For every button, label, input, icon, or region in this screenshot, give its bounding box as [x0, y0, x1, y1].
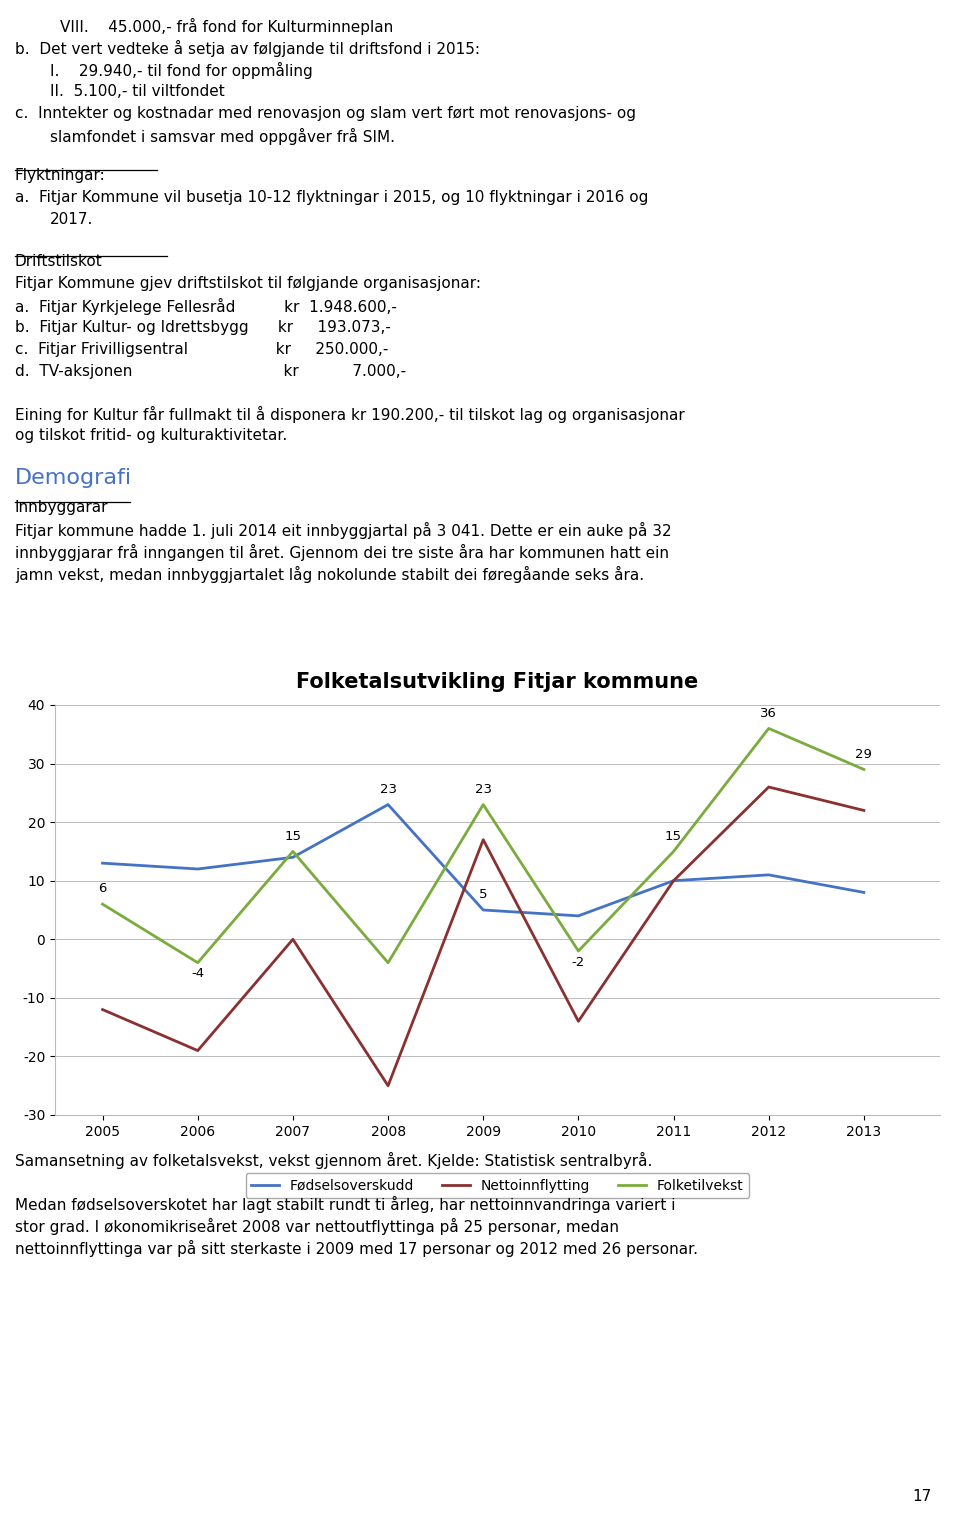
Legend: Fødselsoverskudd, Nettoinnflytting, Folketilvekst: Fødselsoverskudd, Nettoinnflytting, Folk… — [246, 1173, 750, 1198]
Text: 2017.: 2017. — [50, 212, 93, 227]
Text: nettoinnflyttinga var på sitt sterkaste i 2009 med 17 personar og 2012 med 26 pe: nettoinnflyttinga var på sitt sterkaste … — [15, 1240, 698, 1257]
Text: 29: 29 — [855, 747, 873, 761]
Text: 23: 23 — [379, 782, 396, 796]
Text: II.  5.100,- til viltfondet: II. 5.100,- til viltfondet — [50, 84, 225, 99]
Text: 5: 5 — [479, 889, 488, 901]
Text: -4: -4 — [191, 968, 204, 980]
Text: 15: 15 — [665, 829, 682, 843]
Text: Flyktningar:: Flyktningar: — [15, 167, 106, 183]
Text: 17: 17 — [912, 1489, 931, 1504]
Text: Innbyggarar: Innbyggarar — [15, 501, 108, 514]
Title: Folketalsutvikling Fitjar kommune: Folketalsutvikling Fitjar kommune — [297, 673, 699, 693]
Text: Demografi: Demografi — [15, 467, 132, 489]
Text: 36: 36 — [760, 706, 778, 720]
Text: jamn vekst, medan innbyggjartalet låg nokolunde stabilt dei føregåande seks åra.: jamn vekst, medan innbyggjartalet låg no… — [15, 566, 644, 583]
Text: Eining for Kultur får fullmakt til å disponera kr 190.200,- til tilskot lag og o: Eining for Kultur får fullmakt til å dis… — [15, 406, 684, 423]
Text: d.  TV-aksjonen                               kr           7.000,-: d. TV-aksjonen kr 7.000,- — [15, 364, 406, 379]
Text: VIII.    45.000,- frå fond for Kulturminneplan: VIII. 45.000,- frå fond for Kulturminnep… — [60, 18, 394, 35]
Text: c.  Fitjar Frivilligsentral                  kr     250.000,-: c. Fitjar Frivilligsentral kr 250.000,- — [15, 342, 389, 358]
Text: Samansetning av folketalsvekst, vekst gjennom året. Kjelde: Statistisk sentralby: Samansetning av folketalsvekst, vekst gj… — [15, 1152, 653, 1169]
Text: a.  Fitjar Kyrkjelege Fellesråd          kr  1.948.600,-: a. Fitjar Kyrkjelege Fellesråd kr 1.948.… — [15, 298, 396, 315]
Text: 23: 23 — [475, 782, 492, 796]
Text: I.    29.940,- til fond for oppmåling: I. 29.940,- til fond for oppmåling — [50, 62, 313, 79]
Text: Fitjar kommune hadde 1. juli 2014 eit innbyggjartal på 3 041. Dette er ein auke : Fitjar kommune hadde 1. juli 2014 eit in… — [15, 522, 672, 539]
Text: og tilskot fritid- og kulturaktivitetar.: og tilskot fritid- og kulturaktivitetar. — [15, 428, 287, 443]
Text: b.  Det vert vedteke å setja av følgjande til driftsfond i 2015:: b. Det vert vedteke å setja av følgjande… — [15, 40, 480, 56]
Text: 15: 15 — [284, 829, 301, 843]
Text: Fitjar Kommune gjev driftstilskot til følgjande organisasjonar:: Fitjar Kommune gjev driftstilskot til fø… — [15, 275, 481, 291]
Text: c.  Inntekter og kostnadar med renovasjon og slam vert ført mot renovasjons- og: c. Inntekter og kostnadar med renovasjon… — [15, 107, 636, 122]
Text: b.  Fitjar Kultur- og Idrettsbygg      kr     193.073,-: b. Fitjar Kultur- og Idrettsbygg kr 193.… — [15, 320, 391, 335]
Text: Medan fødselsoverskotet har lagt stabilt rundt ti årleg, har nettoinnvandringa v: Medan fødselsoverskotet har lagt stabilt… — [15, 1196, 676, 1213]
Text: Driftstilskot: Driftstilskot — [15, 254, 103, 269]
Text: slamfondet i samsvar med oppgåver frå SIM.: slamfondet i samsvar med oppgåver frå SI… — [50, 128, 395, 145]
Text: a.  Fitjar Kommune vil busetja 10-12 flyktningar i 2015, og 10 flyktningar i 201: a. Fitjar Kommune vil busetja 10-12 flyk… — [15, 190, 648, 205]
Text: stor grad. I økonomikriseåret 2008 var nettoutflyttinga på 25 personar, medan: stor grad. I økonomikriseåret 2008 var n… — [15, 1218, 619, 1234]
Text: -2: -2 — [572, 956, 585, 968]
Text: 6: 6 — [98, 883, 107, 895]
Text: innbyggjarar frå inngangen til året. Gjennom dei tre siste åra har kommunen hatt: innbyggjarar frå inngangen til året. Gje… — [15, 543, 669, 562]
